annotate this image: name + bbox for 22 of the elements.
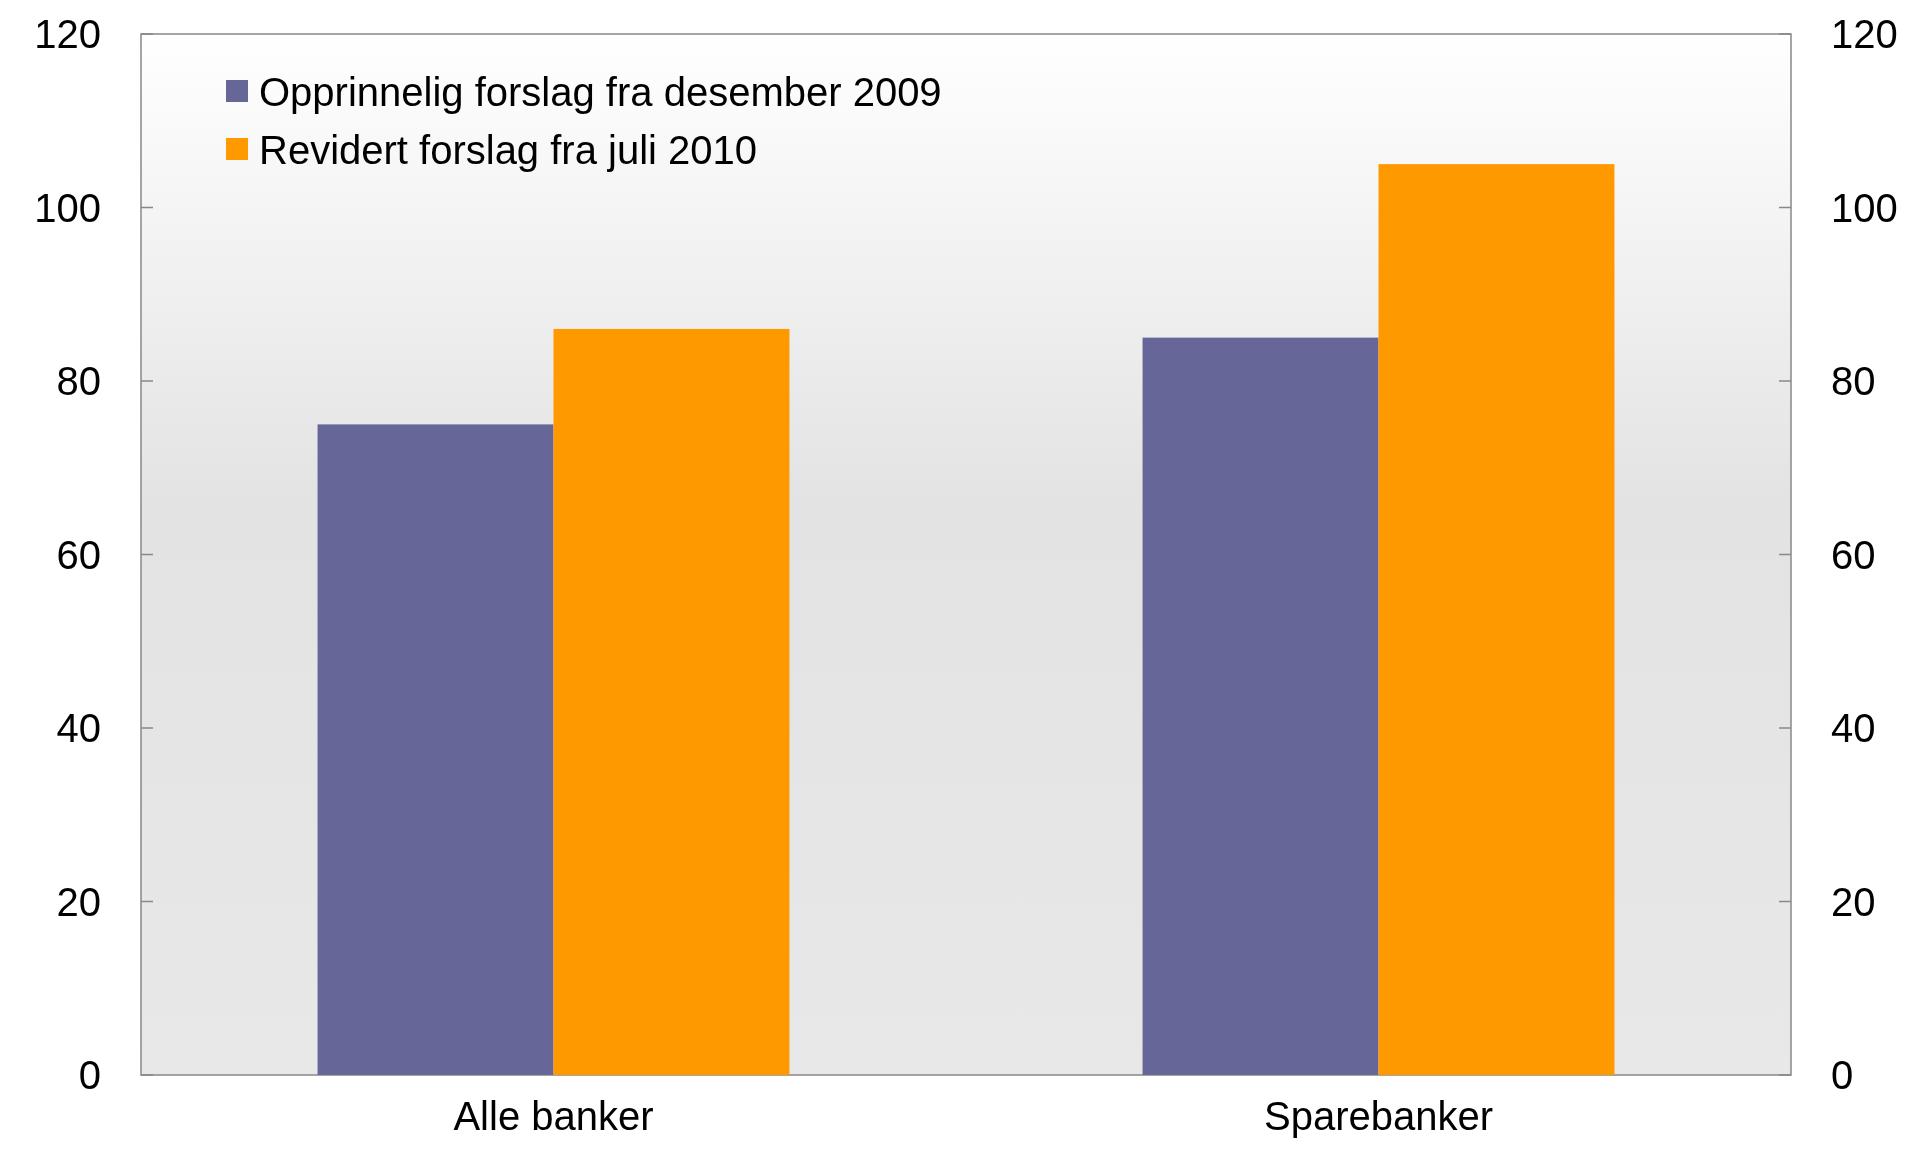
y-tick-label: 40: [56, 706, 101, 750]
y-tick-label: 0: [78, 1053, 101, 1097]
legend-label: Revidert forslag fra juli 2010: [259, 128, 758, 172]
bar: [1142, 337, 1379, 1075]
y2-tick-label: 0: [1831, 1053, 1854, 1097]
y2-tick-label: 120: [1831, 12, 1898, 56]
y2-tick-label: 60: [1831, 532, 1876, 577]
y-tick-label: 100: [34, 185, 101, 230]
y-tick-label: 80: [56, 359, 101, 403]
bar: [553, 328, 790, 1075]
x-tick-label: Alle banker: [453, 1094, 654, 1138]
x-tick-label: Sparebanker: [1263, 1094, 1494, 1138]
y-tick-label: 60: [56, 532, 101, 577]
y2-tick-label: 100: [1831, 185, 1898, 230]
y2-tick-label: 20: [1831, 879, 1876, 924]
y-tick-label: 20: [56, 879, 101, 924]
bar: [317, 424, 554, 1075]
y2-tick-label: 80: [1831, 359, 1876, 403]
y-tick-label: 120: [34, 12, 101, 56]
y2-tick-label: 40: [1831, 706, 1876, 750]
legend-label: Opprinnelig forslag fra desember 2009: [259, 70, 942, 114]
bar: [1378, 164, 1615, 1075]
